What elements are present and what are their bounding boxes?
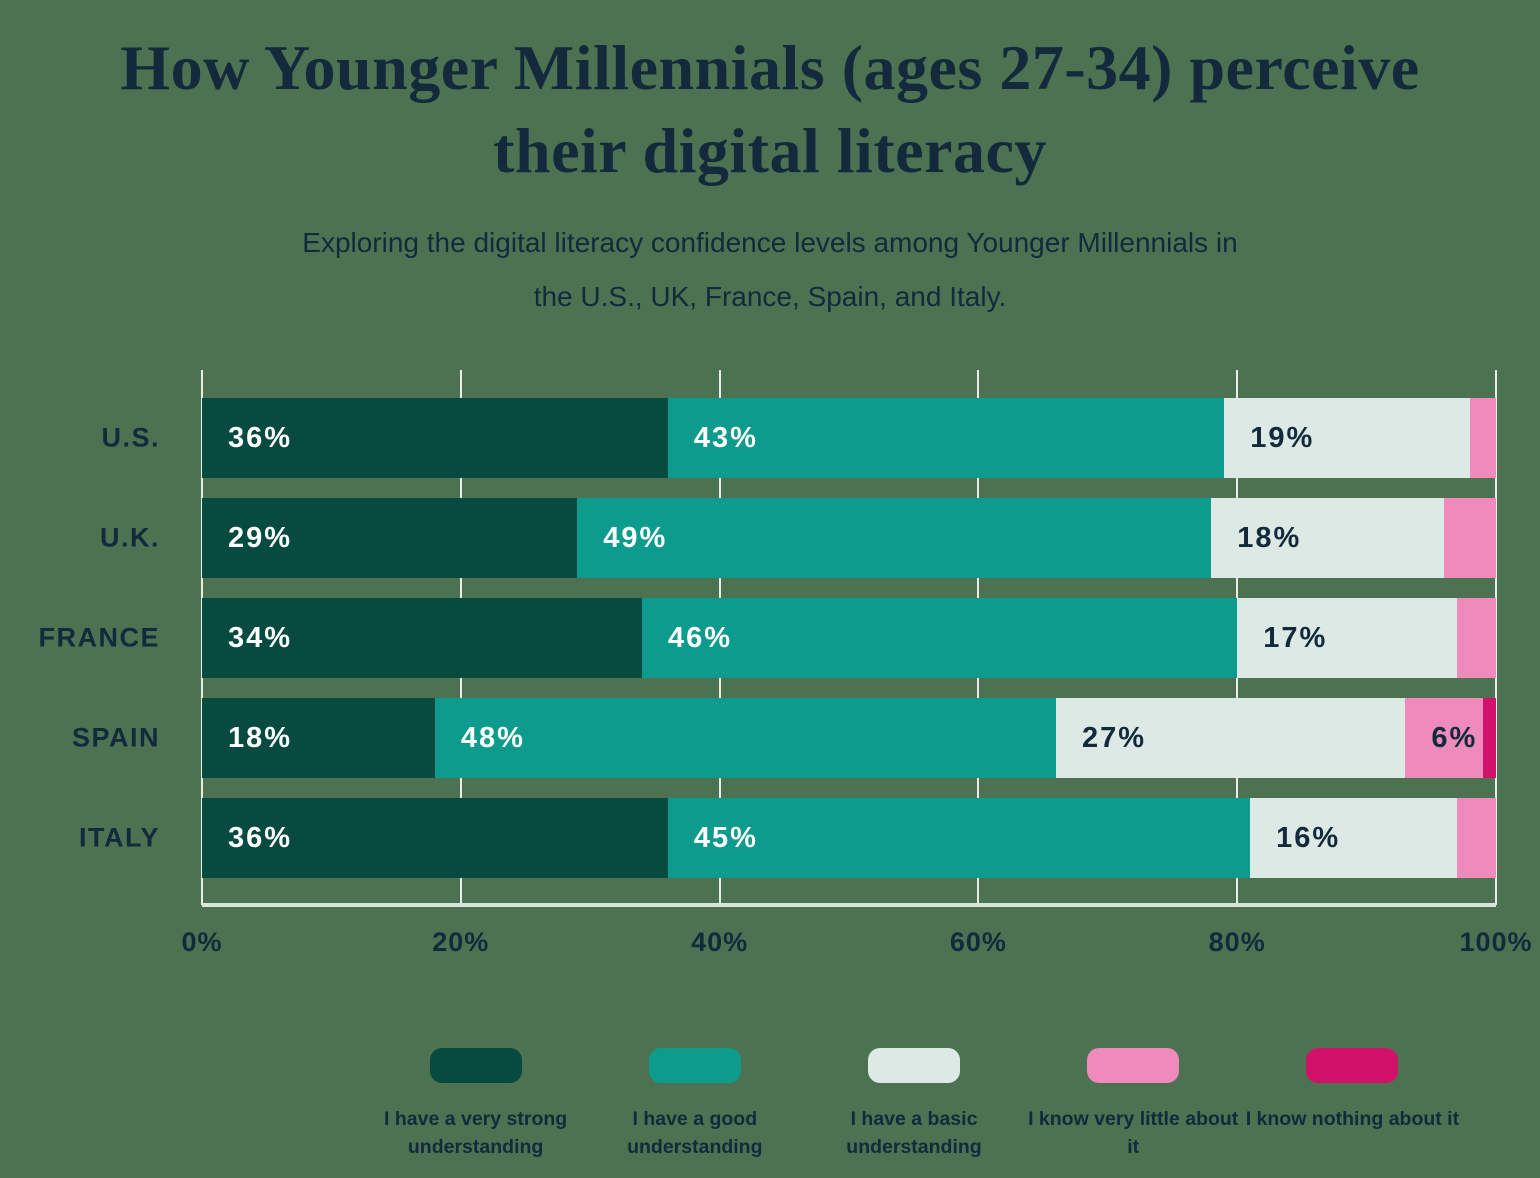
bar-segment: 6% xyxy=(1405,698,1484,778)
bar-value-label: 49% xyxy=(603,521,668,554)
legend-label: I have a basic understanding xyxy=(846,1108,982,1159)
category-label: FRANCE xyxy=(38,622,160,653)
legend-item: I have a very strong understanding xyxy=(366,1048,585,1162)
bar-segment: 49% xyxy=(577,498,1212,578)
x-tick-label: 40% xyxy=(691,927,749,957)
bar-row: SPAIN 18% 48% 27% 6% xyxy=(72,698,1496,778)
bar-segment: 18% xyxy=(1211,498,1445,578)
legend-label: I have a good understanding xyxy=(627,1108,763,1159)
x-tick-label: 60% xyxy=(949,927,1007,957)
legend-swatch xyxy=(1306,1048,1399,1083)
bar-row: U.K. 29% 49% 18% xyxy=(100,498,1496,578)
bar-segment: 46% xyxy=(641,598,1238,678)
x-axis-line xyxy=(202,903,1496,907)
legend-swatch xyxy=(868,1048,960,1083)
legend-swatch xyxy=(429,1048,522,1083)
bar-segment: 45% xyxy=(667,798,1251,878)
category-label: U.S. xyxy=(101,422,160,453)
bar-segment: 18% xyxy=(202,698,435,778)
bar-segment xyxy=(1457,598,1496,678)
bar-value-label: 19% xyxy=(1250,421,1315,454)
bar-value-label: 45% xyxy=(693,821,758,854)
plot-area: U.S. 36% 43% 19% U.K. 29% 49% 18% FRANCE 34% 46% 17… xyxy=(39,370,1497,907)
bar-segment: 34% xyxy=(202,598,642,678)
bar-segment: 48% xyxy=(434,698,1057,778)
page-subtitle: Exploring the digital literacy confidenc… xyxy=(302,227,1238,312)
legend-label: I have a very strong understanding xyxy=(384,1108,568,1159)
bar-segment: 36% xyxy=(202,798,668,878)
bar-value-label: 43% xyxy=(693,421,758,454)
chart-legend: I have a very strong understanding I have… xyxy=(366,1048,1462,1162)
bar-segment: 17% xyxy=(1237,598,1458,678)
bar-segment: 16% xyxy=(1250,798,1458,878)
bar-row: U.S. 36% 43% 19% xyxy=(101,398,1496,478)
bar-segment xyxy=(1457,798,1496,878)
legend-label: I know nothing about it xyxy=(1245,1108,1460,1130)
bar-value-label: 18% xyxy=(228,721,293,754)
bar-value-label: 34% xyxy=(228,621,293,654)
x-tick-label: 20% xyxy=(432,927,490,957)
bar-value-label: 36% xyxy=(228,821,293,854)
bar-segment: 36% xyxy=(202,398,668,478)
bar-segment xyxy=(1483,698,1496,778)
bar-segment: 43% xyxy=(667,398,1225,478)
bar-value-label: 27% xyxy=(1082,721,1147,754)
bar-value-label: 46% xyxy=(667,621,732,654)
x-axis-ticks: 0% 20% 40% 60% 80% 100% xyxy=(181,927,1531,967)
bar-segment: 27% xyxy=(1056,698,1406,778)
page-title: How Younger Millennials (ages 27-34) per… xyxy=(120,32,1420,187)
bar-segment: 29% xyxy=(202,498,578,578)
category-label: SPAIN xyxy=(71,722,160,753)
bar-value-label: 29% xyxy=(228,521,293,554)
bar-value-label: 6% xyxy=(1431,721,1478,754)
bar-row: ITALY 36% 45% 16% xyxy=(79,798,1496,878)
legend-swatch xyxy=(1087,1048,1180,1083)
bar-segment xyxy=(1444,498,1496,578)
bar-value-label: 18% xyxy=(1237,521,1302,554)
bar-value-label: 36% xyxy=(228,421,293,454)
bar-segment: 19% xyxy=(1224,398,1471,478)
bar-row: FRANCE 34% 46% 17% xyxy=(39,598,1496,678)
x-tick-label: 0% xyxy=(181,927,223,957)
x-tick-label: 80% xyxy=(1208,927,1266,957)
bar-value-label: 48% xyxy=(460,721,525,754)
gridline xyxy=(1495,370,1497,905)
legend-item: I have a basic understanding xyxy=(804,1048,1023,1162)
legend-item: I know nothing about it xyxy=(1243,1048,1462,1162)
category-label: U.K. xyxy=(100,522,160,553)
bar-value-label: 17% xyxy=(1263,621,1328,654)
legend-swatch xyxy=(648,1048,741,1083)
bar-value-label: 16% xyxy=(1276,821,1341,854)
x-tick-label: 100% xyxy=(1459,927,1533,957)
category-label: ITALY xyxy=(78,822,160,853)
legend-item: I know very little about it xyxy=(1024,1048,1243,1162)
legend-item: I have a good understanding xyxy=(585,1048,804,1162)
bar-segment xyxy=(1470,398,1496,478)
legend-label: I know very little about it xyxy=(1028,1108,1239,1159)
